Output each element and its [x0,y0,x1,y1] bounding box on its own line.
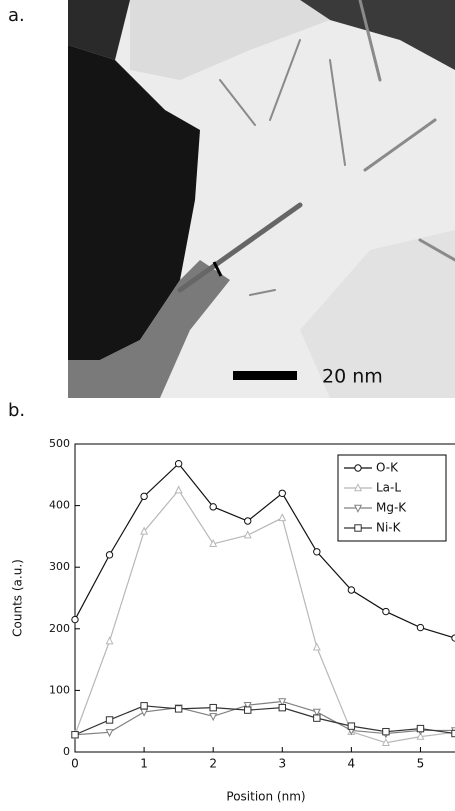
marker [416,623,425,632]
scale-bar-label: 20 nm [322,366,383,388]
marker [140,708,149,717]
marker [347,586,356,594]
dark-crystal [68,45,200,360]
tem-image: 20 nm [68,0,455,398]
legend-label: Mg-K [376,501,407,515]
marker [312,708,321,717]
y-tick-label: 200 [49,622,70,635]
marker [354,524,362,532]
panel-label: a. [8,5,25,26]
marker [105,636,114,645]
marker [209,703,217,712]
marker [140,526,149,535]
x-tick-label: 0 [71,757,79,771]
marker [244,706,252,714]
marker [382,607,390,616]
marker [347,722,356,730]
line-scan-marker [212,261,223,277]
x-tick-label: 2 [209,757,217,771]
legend-label: Ni-K [376,521,402,535]
axis-frame [74,443,455,753]
dark-region [68,0,130,60]
y-tick-label: 400 [49,499,70,512]
marker [244,517,252,525]
legend-label: O-K [376,461,399,475]
marker [382,727,390,736]
series-line [74,462,455,639]
marker [105,729,114,738]
dark-region [300,0,455,70]
series-line [74,700,455,736]
panel-label: b. [8,400,25,421]
marker [354,464,362,472]
marker [140,702,148,710]
x-tick-label: 5 [417,757,425,771]
gray-region [68,260,230,398]
x-tick-label: 4 [348,757,356,771]
marker [105,716,114,724]
marker [312,642,321,651]
x-tick-label: 3 [278,757,286,771]
light-region [130,0,330,80]
marker [313,548,321,556]
scale-bar [233,371,297,380]
marker [278,703,286,712]
marker [278,489,286,497]
legend-label: La-L [376,481,401,495]
marker [105,551,114,559]
marker [243,530,252,539]
marker [174,485,183,494]
marker [353,504,363,513]
series-line [74,489,455,744]
marker [71,731,79,739]
y-tick-label: 100 [49,683,70,696]
marker [71,615,79,624]
marker [313,714,321,722]
marker [174,705,183,713]
marker [209,538,218,547]
series-line [74,705,455,736]
x-axis-label: Position (nm) [226,790,305,804]
marker [209,713,218,722]
y-tick-label: 0 [63,745,70,758]
y-tick-label: 500 [49,437,70,450]
y-axis-label: Counts (a.u.) [11,559,25,637]
marker [381,737,390,746]
needles [177,0,455,296]
marker [416,724,425,733]
marker [209,503,217,511]
light-region [300,230,455,398]
legend: O-K La-L Mg-K Ni-K [337,454,447,542]
marker [174,460,183,468]
marker [278,513,287,522]
marker [243,701,252,711]
x-tick-label: 1 [140,757,148,771]
marker [416,731,425,740]
y-tick-label: 300 [49,560,70,573]
marker [140,492,148,501]
marker [278,698,287,707]
marker [353,483,363,492]
